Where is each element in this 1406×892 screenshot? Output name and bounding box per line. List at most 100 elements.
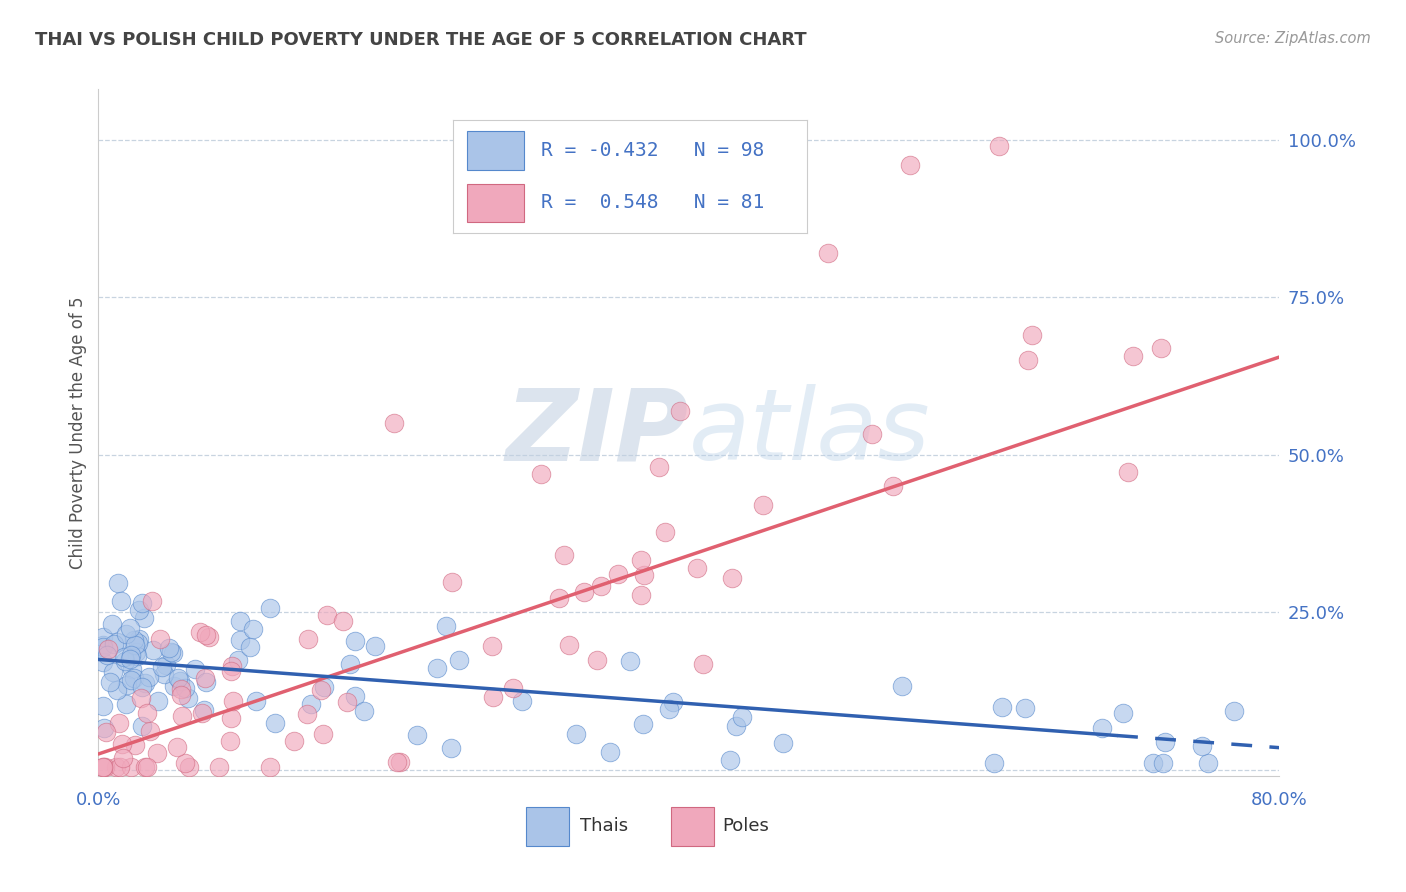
Point — [91, 759, 114, 773]
Point — [135, 759, 157, 773]
Point — [510, 693, 533, 707]
Point — [1191, 739, 1213, 754]
Point — [173, 681, 195, 696]
Point — [630, 588, 652, 602]
Point — [312, 680, 335, 694]
Point — [111, 750, 134, 764]
Point — [860, 427, 883, 442]
Point — [121, 662, 143, 676]
Point — [630, 553, 652, 567]
Point — [177, 691, 200, 706]
Point — [114, 654, 136, 668]
Point — [101, 665, 124, 680]
Point — [131, 719, 153, 733]
Point — [558, 638, 581, 652]
Point — [115, 698, 138, 712]
Point — [607, 567, 630, 582]
Point — [91, 759, 114, 773]
Point — [118, 621, 141, 635]
Point — [91, 640, 114, 654]
Point — [316, 608, 339, 623]
Point — [817, 246, 839, 260]
Point — [564, 727, 586, 741]
Point — [731, 710, 754, 724]
Point — [97, 642, 120, 657]
Point — [219, 711, 242, 725]
Point — [141, 594, 163, 608]
Point — [193, 703, 215, 717]
Point — [110, 759, 132, 773]
Point — [138, 670, 160, 684]
Point — [440, 741, 463, 756]
Point — [382, 416, 405, 430]
Point — [259, 759, 281, 773]
Point — [311, 682, 333, 697]
Point — [93, 721, 115, 735]
Point — [890, 679, 912, 693]
Point — [111, 737, 134, 751]
Point — [91, 639, 114, 653]
Point — [120, 652, 142, 666]
Point — [586, 653, 609, 667]
Point — [336, 695, 359, 709]
Point — [547, 591, 569, 606]
Point — [114, 627, 136, 641]
Point — [122, 672, 145, 686]
Text: Source: ZipAtlas.com: Source: ZipAtlas.com — [1215, 31, 1371, 46]
Point — [1197, 756, 1219, 771]
Point — [364, 639, 387, 653]
Point — [195, 627, 218, 641]
Point — [299, 697, 322, 711]
Point — [120, 759, 142, 773]
Point — [91, 699, 114, 714]
Text: THAI VS POLISH CHILD POVERTY UNDER THE AGE OF 5 CORRELATION CHART: THAI VS POLISH CHILD POVERTY UNDER THE A… — [35, 31, 807, 49]
Point — [502, 681, 524, 695]
Point — [718, 753, 741, 767]
Point — [146, 746, 169, 760]
Point — [589, 579, 612, 593]
Point — [101, 616, 124, 631]
Point — [882, 479, 904, 493]
Point — [1014, 701, 1036, 715]
Point — [1150, 341, 1173, 355]
Point — [219, 734, 242, 748]
Point — [188, 625, 211, 640]
Point — [183, 662, 205, 676]
Point — [259, 600, 281, 615]
Point — [107, 683, 129, 698]
Point — [692, 657, 714, 671]
Point — [339, 657, 361, 671]
Point — [166, 739, 188, 754]
Point — [139, 724, 162, 739]
Point — [1152, 756, 1174, 771]
Point — [107, 575, 129, 590]
Point — [136, 706, 159, 720]
Point — [553, 548, 575, 562]
Point — [426, 661, 449, 675]
Point — [1090, 721, 1112, 735]
Point — [124, 739, 146, 753]
Point — [152, 667, 174, 681]
Point — [1021, 327, 1043, 342]
Point — [91, 630, 114, 644]
Point — [110, 593, 132, 607]
Point — [229, 632, 252, 647]
Point — [226, 653, 249, 667]
Point — [1223, 704, 1246, 718]
Point — [167, 671, 190, 685]
Point — [242, 622, 264, 636]
Point — [434, 619, 457, 633]
Point — [245, 694, 267, 708]
Point — [752, 498, 775, 512]
Point — [481, 690, 503, 704]
Point — [631, 717, 654, 731]
Point — [208, 759, 231, 773]
Point — [157, 640, 180, 655]
Point — [146, 694, 169, 708]
Point — [343, 633, 366, 648]
Point — [105, 759, 128, 773]
Point — [129, 690, 152, 705]
Point — [1122, 349, 1144, 363]
Point — [669, 403, 692, 417]
Point — [131, 681, 153, 695]
